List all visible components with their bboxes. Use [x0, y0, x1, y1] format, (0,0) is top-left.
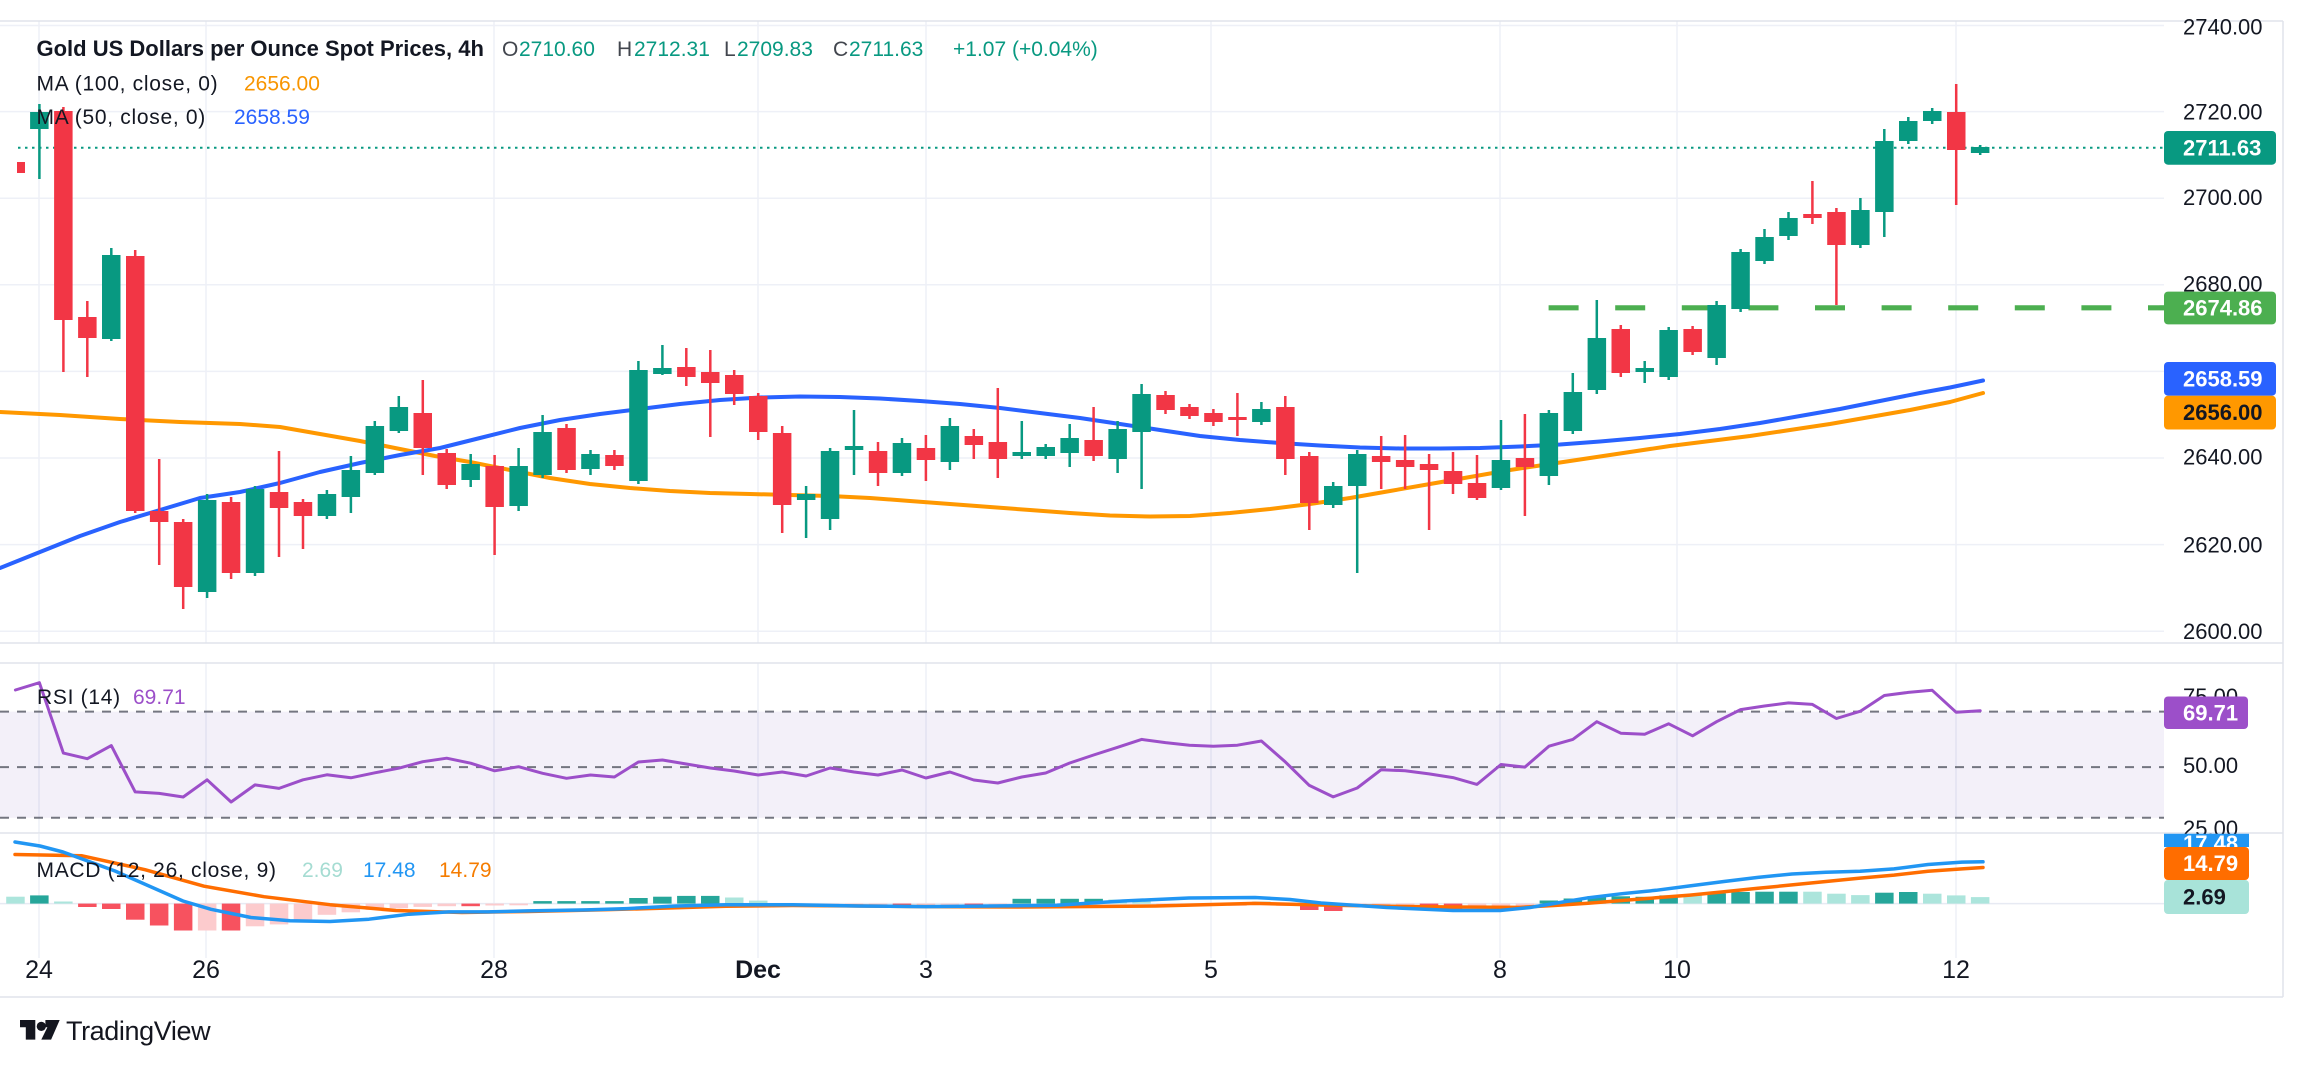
svg-text:TradingView: TradingView: [66, 1016, 211, 1046]
svg-text:2720.00: 2720.00: [2183, 100, 2263, 125]
svg-text:2640.00: 2640.00: [2183, 445, 2263, 470]
svg-text:MACD (12, 26, close, 9): MACD (12, 26, close, 9): [37, 859, 277, 882]
svg-text:2.69: 2.69: [302, 859, 343, 882]
svg-text:2658.59: 2658.59: [234, 106, 310, 129]
svg-text:+1.07 (+0.04%): +1.07 (+0.04%): [953, 38, 1098, 61]
svg-text:2711.63: 2711.63: [2183, 135, 2261, 160]
svg-text:2709.83: 2709.83: [737, 38, 813, 61]
svg-text:28: 28: [480, 956, 508, 984]
svg-text:MA (100, close, 0): MA (100, close, 0): [37, 73, 219, 96]
svg-text:Dec: Dec: [735, 956, 781, 984]
svg-text:24: 24: [25, 956, 53, 984]
svg-text:C: C: [833, 38, 848, 61]
svg-text:MA (50, close, 0): MA (50, close, 0): [37, 106, 206, 129]
svg-text:2620.00: 2620.00: [2183, 533, 2263, 558]
svg-text:26: 26: [192, 956, 220, 984]
svg-text:50.00: 50.00: [2183, 753, 2238, 778]
svg-text:14.79: 14.79: [2183, 851, 2238, 876]
svg-text:69.71: 69.71: [133, 686, 186, 709]
svg-text:2600.00: 2600.00: [2183, 619, 2263, 644]
svg-text:2674.86: 2674.86: [2183, 296, 2263, 321]
svg-text:17.48: 17.48: [2183, 831, 2238, 856]
svg-text:2710.60: 2710.60: [519, 38, 595, 61]
svg-text:2740.00: 2740.00: [2183, 14, 2263, 39]
svg-text:Gold US Dollars per Ounce Spot: Gold US Dollars per Ounce Spot Prices, 4…: [37, 36, 484, 61]
svg-text:10: 10: [1663, 956, 1691, 984]
svg-text:2656.00: 2656.00: [2183, 400, 2263, 425]
svg-text:69.71: 69.71: [2183, 700, 2238, 725]
svg-text:L: L: [724, 38, 736, 61]
svg-text:5: 5: [1204, 956, 1218, 984]
svg-text:12: 12: [1942, 956, 1970, 984]
svg-text:2711.63: 2711.63: [849, 38, 923, 61]
svg-text:2700.00: 2700.00: [2183, 185, 2263, 210]
svg-text:H: H: [617, 38, 632, 61]
svg-text:14.79: 14.79: [439, 859, 492, 882]
svg-text:O: O: [502, 38, 518, 61]
svg-text:3: 3: [919, 956, 933, 984]
svg-text:RSI (14): RSI (14): [37, 686, 121, 709]
svg-text:2658.59: 2658.59: [2183, 366, 2263, 391]
svg-text:17.48: 17.48: [363, 859, 416, 882]
svg-text:2.69: 2.69: [2183, 885, 2226, 910]
svg-text:2656.00: 2656.00: [244, 73, 320, 96]
svg-text:8: 8: [1493, 956, 1507, 984]
svg-text:2712.31: 2712.31: [634, 38, 710, 61]
